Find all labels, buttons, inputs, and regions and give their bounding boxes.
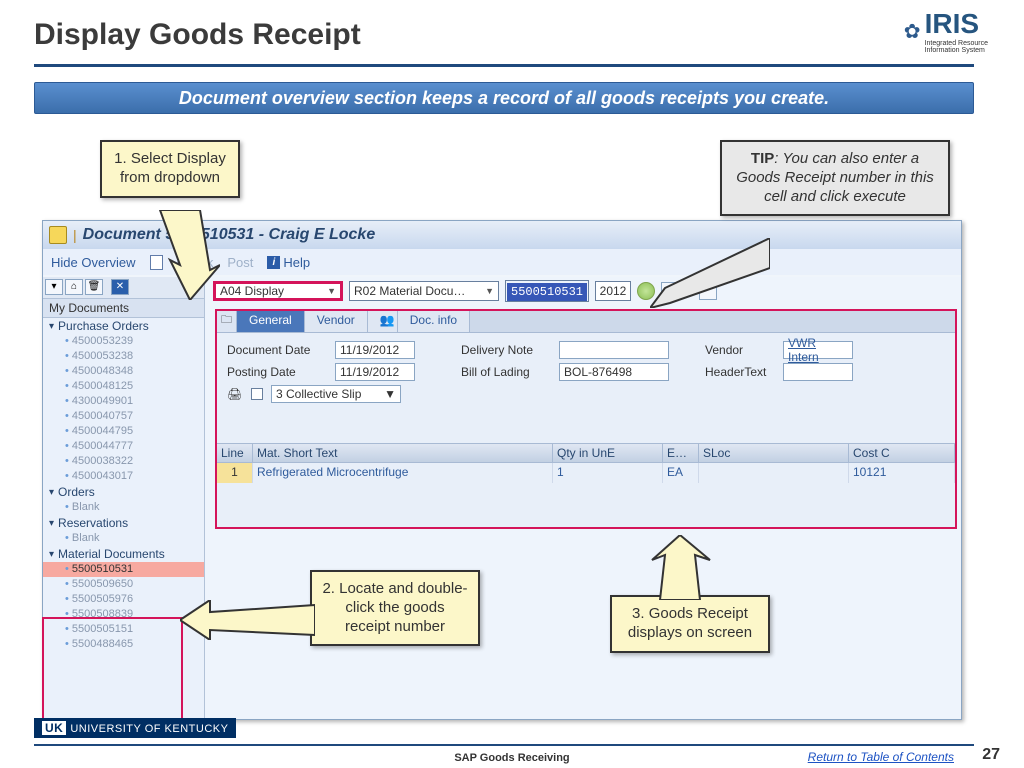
list-item[interactable]: Blank xyxy=(43,500,204,515)
iris-logo: ✿ IRIS Integrated Resource Information S… xyxy=(904,8,988,54)
a04-dropdown[interactable]: A04 Display▼ xyxy=(213,281,343,301)
grid-row[interactable]: 1 Refrigerated Microcentrifuge 1 EA 1012… xyxy=(217,463,955,483)
save-icon[interactable] xyxy=(49,226,67,244)
list-item[interactable]: 4500053238 xyxy=(43,349,204,364)
postdate-field[interactable]: 11/19/2012 xyxy=(335,363,415,381)
arrow-step2 xyxy=(180,600,315,640)
slip-dropdown[interactable]: 3 Collective Slip▼ xyxy=(271,385,401,403)
tab-vendor[interactable]: Vendor xyxy=(305,311,368,332)
vendor-label: Vendor xyxy=(705,343,775,357)
purchase-orders-cat[interactable]: Purchase Orders xyxy=(43,318,204,334)
list-item[interactable]: 4500053239 xyxy=(43,334,204,349)
fold-icon[interactable]: 🗀 xyxy=(217,311,237,332)
checkbox[interactable] xyxy=(251,388,263,400)
help-menu[interactable]: iHelp xyxy=(267,255,310,270)
form-area: Document Date 11/19/2012 Delivery Note V… xyxy=(217,333,955,415)
list-item[interactable]: 4500044795 xyxy=(43,424,204,439)
tab-docinfo[interactable]: Doc. info xyxy=(398,311,470,332)
arrow-tip xyxy=(650,238,770,308)
docdate-label: Document Date xyxy=(227,343,327,357)
tab-general[interactable]: General xyxy=(237,311,305,332)
material-docs-cat[interactable]: Material Documents xyxy=(43,546,204,562)
bol-label: Bill of Lading xyxy=(461,365,551,379)
reservations-cat[interactable]: Reservations xyxy=(43,515,204,531)
list-item[interactable]: Blank xyxy=(43,531,204,546)
window-title: Document 5500510531 - Craig E Locke xyxy=(83,226,376,244)
content-area: A04 Display▼ R02 Material Docu…▼ 5500510… xyxy=(205,277,961,719)
lp-btn-2[interactable]: ⌂ xyxy=(65,279,83,295)
highlight-box-matdocs xyxy=(42,617,183,731)
hdrtxt-field[interactable] xyxy=(783,363,853,381)
grid-header: Line Mat. Short Text Qty in UnE E… SLoc … xyxy=(217,443,955,463)
bol-field[interactable]: BOL-876498 xyxy=(559,363,669,381)
list-item[interactable]: 4500043017 xyxy=(43,469,204,484)
title-underline xyxy=(34,64,974,67)
banner: Document overview section keeps a record… xyxy=(34,82,974,114)
list-item-selected[interactable]: 5500510531 xyxy=(43,562,204,577)
callout-tip: TIP: You can also enter a Goods Receipt … xyxy=(720,140,950,216)
list-item[interactable]: 4500048348 xyxy=(43,364,204,379)
arrow-step3 xyxy=(640,535,720,600)
delnote-label: Delivery Note xyxy=(461,343,551,357)
my-documents-head: My Documents xyxy=(43,299,204,318)
tab-partners-icon[interactable]: 👥 xyxy=(368,311,398,332)
lp-btn-4[interactable]: ✕ xyxy=(111,279,129,295)
callout-step1: 1. Select Display from dropdown xyxy=(100,140,240,198)
print-icon[interactable]: 🖨 xyxy=(227,387,243,401)
callout-step2: 2. Locate and double-click the goods rec… xyxy=(310,570,480,646)
footer-line xyxy=(34,744,974,746)
orders-cat[interactable]: Orders xyxy=(43,484,204,500)
tabs: 🗀 General Vendor 👥 Doc. info xyxy=(217,311,955,333)
hdrtxt-label: HeaderText xyxy=(705,365,775,379)
r02-dropdown[interactable]: R02 Material Docu…▼ xyxy=(349,281,499,301)
docdate-field[interactable]: 11/19/2012 xyxy=(335,341,415,359)
po-list: 4500053239 4500053238 4500048348 4500048… xyxy=(43,334,204,484)
footer-link[interactable]: Return to Table of Contents xyxy=(808,750,954,764)
docnum-field[interactable]: 5500510531 xyxy=(507,283,587,301)
lp-btn-3[interactable]: 🗑 xyxy=(85,279,103,295)
list-item[interactable]: 4500044777 xyxy=(43,439,204,454)
control-row: A04 Display▼ R02 Material Docu…▼ 5500510… xyxy=(213,279,953,303)
year-field[interactable]: 2012 xyxy=(595,281,631,301)
uk-badge: UKUNIVERSITY OF KENTUCKY xyxy=(34,718,236,738)
hide-overview[interactable]: Hide Overview xyxy=(51,255,136,270)
list-item[interactable]: 4500038322 xyxy=(43,454,204,469)
arrow-step1 xyxy=(140,210,220,300)
post-menu: Post xyxy=(227,255,253,270)
list-item[interactable]: 4300049901 xyxy=(43,394,204,409)
page-title: Display Goods Receipt xyxy=(34,18,361,52)
list-item[interactable]: 4500040757 xyxy=(43,409,204,424)
vendor-field[interactable]: VWR Intern xyxy=(783,341,853,359)
left-panel: ▾ ⌂ 🗑 ✕ My Documents Purchase Orders 450… xyxy=(43,277,205,719)
list-item[interactable]: 5500509650 xyxy=(43,577,204,592)
delnote-field[interactable] xyxy=(559,341,669,359)
list-item[interactable]: 4500048125 xyxy=(43,379,204,394)
main-highlight-box: 🗀 General Vendor 👥 Doc. info Document Da… xyxy=(215,309,957,529)
page-number: 27 xyxy=(982,746,1000,764)
lp-btn-1[interactable]: ▾ xyxy=(45,279,63,295)
callout-step3: 3. Goods Receipt displays on screen xyxy=(610,595,770,653)
postdate-label: Posting Date xyxy=(227,365,327,379)
